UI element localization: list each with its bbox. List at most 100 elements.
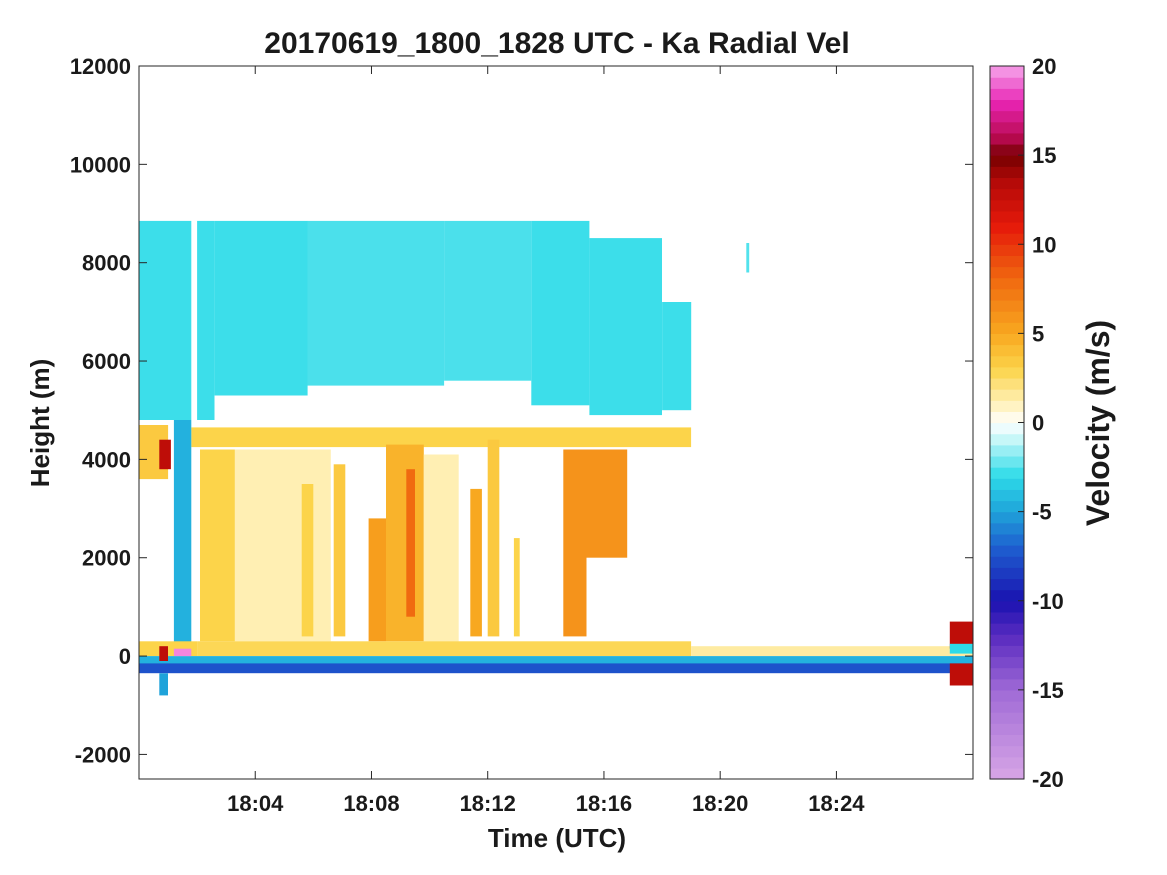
colorbar-segment-12	[990, 634, 1024, 646]
colorbar-segment-54	[990, 166, 1024, 179]
colorbar-segment-31	[990, 422, 1024, 435]
colorbar-segment-33	[990, 400, 1024, 412]
colorbar-tick-label: 20	[1032, 54, 1056, 79]
velocity-region-29	[139, 656, 973, 664]
colorbar-segment-4	[990, 723, 1024, 736]
colorbar-segment-10	[990, 656, 1024, 669]
colorbar-segment-14	[990, 611, 1024, 624]
colorbar-segment-41	[990, 311, 1024, 323]
colorbar-segment-11	[990, 645, 1024, 658]
velocity-region-15	[301, 484, 314, 637]
colorbar-segment-20	[990, 545, 1024, 557]
colorbar-segment-61	[990, 88, 1024, 101]
colorbar-segment-45	[990, 266, 1024, 279]
velocity-region-5	[531, 220, 590, 406]
colorbar-segment-30	[990, 433, 1024, 446]
colorbar: 20 15 10 5 0 -5 -10 -15 -20	[989, 54, 1064, 792]
x-tick-label: 18:24	[808, 791, 865, 816]
velocity-region-17	[368, 518, 386, 642]
colorbar-segment-38	[990, 344, 1024, 357]
plot-area: 18:04 18:08 18:12 18:16 18:20 18:24 12000 10000…	[70, 54, 974, 816]
y-tick-label: 12000	[70, 54, 131, 79]
colorbar-segment-32	[990, 411, 1024, 424]
x-tick-label: 18:04	[227, 791, 284, 816]
y-tick-label: -2000	[75, 742, 131, 767]
velocity-region-13	[200, 449, 235, 642]
velocity-region-19	[406, 469, 415, 617]
velocity-region-4	[444, 220, 532, 381]
y-tick-label: 10000	[70, 152, 131, 177]
velocity-region-32	[159, 646, 168, 661]
velocity-region-7	[662, 302, 692, 411]
colorbar-segment-44	[990, 277, 1024, 290]
colorbar-segment-22	[990, 522, 1024, 535]
colorbar-segment-48	[990, 233, 1024, 245]
colorbar-tick-label: 15	[1032, 143, 1056, 168]
velocity-region-28	[691, 646, 973, 656]
colorbar-segment-49	[990, 221, 1024, 234]
colorbar-segment-26	[990, 478, 1024, 490]
colorbar-segment-21	[990, 533, 1024, 546]
colorbar-segment-62	[990, 77, 1024, 89]
colorbar-segment-52	[990, 188, 1024, 201]
colorbar-segment-27	[990, 467, 1024, 479]
x-tick-label: 18:16	[576, 791, 632, 816]
colorbar-segment-37	[990, 355, 1024, 368]
colorbar-segment-36	[990, 366, 1024, 379]
colorbar-segment-29	[990, 444, 1024, 457]
colorbar-segment-42	[990, 299, 1024, 312]
colorbar-segment-25	[990, 489, 1024, 502]
colorbar-segment-43	[990, 288, 1024, 301]
x-tick-label: 18:12	[460, 791, 516, 816]
velocity-region-14	[234, 449, 331, 642]
colorbar-segment-59	[990, 110, 1024, 123]
velocity-region-20	[423, 454, 459, 642]
colorbar-tick-label: -5	[1032, 500, 1052, 525]
colorbar-segment-3	[990, 734, 1024, 747]
colorbar-segment-6	[990, 701, 1024, 713]
colorbar-segment-55	[990, 155, 1024, 167]
velocity-region-10	[191, 427, 692, 448]
colorbar-segment-46	[990, 255, 1024, 268]
colorbar-segment-17	[990, 578, 1024, 591]
colorbar-segment-0	[990, 767, 1024, 780]
colorbar-segment-24	[990, 500, 1024, 513]
velocity-region-36	[949, 643, 973, 654]
colorbar-segment-58	[990, 121, 1024, 134]
velocity-region-6	[589, 238, 662, 416]
colorbar-segment-1	[990, 756, 1024, 769]
colorbar-segment-34	[990, 389, 1024, 401]
velocity-region-2	[214, 220, 308, 396]
velocity-region-8	[746, 243, 750, 273]
colorbar-segment-23	[990, 511, 1024, 524]
velocity-region-30	[139, 663, 973, 674]
colorbar-segment-18	[990, 567, 1024, 580]
velocity-region-24	[563, 449, 587, 637]
velocity-region-1	[197, 220, 215, 420]
velocity-region-34	[949, 621, 973, 649]
velocity-region-25	[586, 449, 628, 558]
colorbar-segment-57	[990, 132, 1024, 145]
colorbar-segment-50	[990, 210, 1024, 223]
colorbar-tick-label: 10	[1032, 232, 1056, 257]
chart-title: 20170619_1800_1828 UTC - Ka Radial Vel	[264, 27, 849, 60]
colorbar-segment-35	[990, 377, 1024, 390]
velocity-region-33	[173, 648, 192, 657]
velocity-region-11	[173, 420, 192, 652]
colorbar-segment-40	[990, 322, 1024, 334]
velocity-region-27	[197, 641, 692, 657]
colorbar-segment-13	[990, 623, 1024, 635]
colorbar-segment-16	[990, 589, 1024, 602]
colorbar-segment-7	[990, 689, 1024, 702]
y-tick-label: 0	[119, 644, 131, 669]
y-tick-label: 4000	[82, 447, 131, 472]
velocity-region-35	[949, 663, 973, 686]
velocity-region-18	[386, 444, 424, 642]
colorbar-segment-9	[990, 667, 1024, 680]
colorbar-segment-15	[990, 600, 1024, 613]
velocity-region-3	[307, 220, 445, 386]
colorbar-segment-47	[990, 244, 1024, 256]
colorbar-segment-51	[990, 199, 1024, 212]
colorbar-segment-53	[990, 177, 1024, 190]
